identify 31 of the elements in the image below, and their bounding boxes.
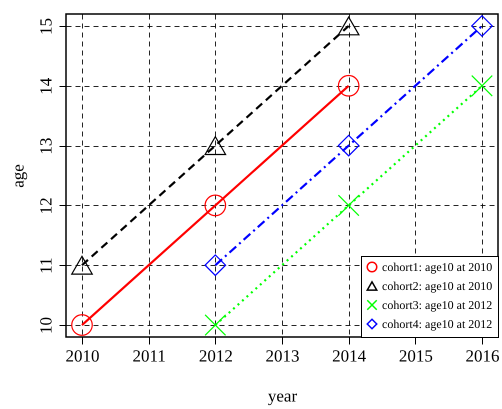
- x-tick-label: 2014: [332, 346, 367, 366]
- point: [338, 16, 360, 36]
- legend-label: cohort3: age10 at 2012: [382, 298, 492, 312]
- x-tick-label: 2011: [132, 346, 166, 366]
- x-tick-label: 2010: [66, 346, 100, 366]
- y-tick-label: 12: [36, 197, 56, 214]
- point: [338, 194, 360, 216]
- y-tick-label: 10: [36, 317, 56, 334]
- point: [71, 314, 93, 336]
- legend-label: cohort4: age10 at 2012: [382, 317, 492, 331]
- y-tick-label: 15: [36, 18, 56, 35]
- x-tick-label: 2015: [398, 346, 433, 366]
- point: [71, 256, 93, 275]
- legend-label: cohort2: age10 at 2010: [382, 279, 492, 293]
- point: [204, 314, 226, 336]
- y-tick-label: 14: [36, 77, 56, 95]
- x-tick-label: 2013: [266, 346, 300, 366]
- point: [204, 136, 226, 156]
- point: [204, 194, 226, 216]
- x-axis-title: year: [268, 386, 298, 406]
- point: [471, 15, 493, 37]
- point: [204, 254, 226, 276]
- point: [338, 134, 360, 156]
- x-tick-label: 2016: [466, 346, 500, 366]
- y-tick-label: 13: [36, 138, 56, 155]
- x-tick-label: 2012: [198, 346, 233, 366]
- point: [338, 74, 360, 97]
- y-axis-title: age: [8, 164, 28, 188]
- point: [471, 74, 493, 97]
- legend-label: cohort1: age10 at 2010: [382, 260, 492, 274]
- y-tick-label: 11: [36, 258, 56, 274]
